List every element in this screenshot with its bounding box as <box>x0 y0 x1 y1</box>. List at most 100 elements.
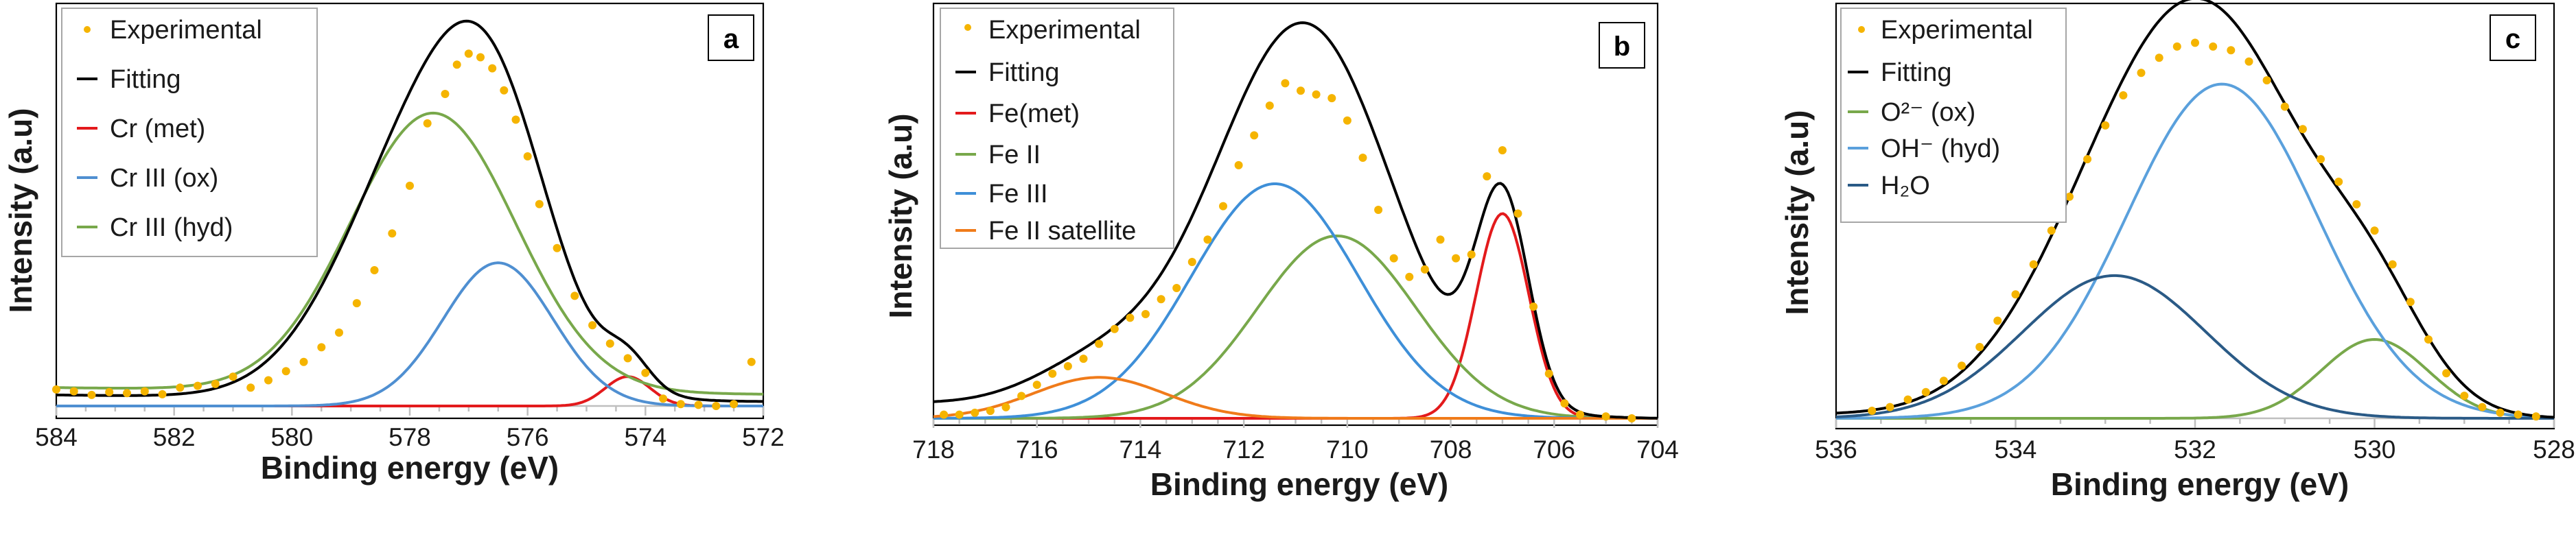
legend-label: Fe II satellite <box>988 217 1136 246</box>
x-tick-label: 584 <box>35 423 78 451</box>
panel-b-legend-box <box>940 8 1174 249</box>
component-curve <box>933 376 1658 420</box>
data-point <box>553 243 561 252</box>
x-tick-label: 574 <box>624 423 666 451</box>
data-point <box>2280 102 2289 111</box>
data-point <box>1560 399 1569 408</box>
data-point <box>2352 200 2361 208</box>
data-point <box>1343 116 1351 125</box>
data-point <box>1032 381 1041 390</box>
data-point <box>2514 410 2522 419</box>
panel-b-plot: 718 716 714 712 710 708 706 704 <box>912 21 1679 464</box>
data-point <box>1939 376 1948 385</box>
legend-marker-experimental <box>1858 26 1865 33</box>
panel-b-letter: b <box>1599 22 1645 69</box>
component-curve <box>1835 274 2554 420</box>
legend-label: Fe II <box>988 141 1041 169</box>
panel-b-letter-text: b <box>1614 32 1630 62</box>
data-point <box>1358 154 1367 162</box>
data-point <box>406 181 414 190</box>
panel-c-legend: Experimental Fitting O²⁻ (ox) OH⁻ (hyd) … <box>1840 8 2067 223</box>
x-tick-label: 576 <box>507 423 549 451</box>
data-point <box>2298 125 2307 134</box>
legend-label: Fe III <box>988 180 1048 208</box>
x-tick-label: 534 <box>1995 435 2037 464</box>
panel-c-letter: c <box>2490 14 2536 61</box>
legend-label: Fitting <box>110 65 181 94</box>
data-point <box>2119 91 2128 99</box>
data-point <box>1627 414 1636 422</box>
data-point <box>299 357 308 366</box>
data-point <box>229 372 237 381</box>
data-point <box>1327 94 1336 103</box>
data-point <box>2478 403 2487 411</box>
panel-b-letter-box <box>1599 22 1645 69</box>
data-point <box>1420 265 1429 274</box>
data-point <box>1297 86 1305 95</box>
data-point <box>971 408 979 417</box>
data-point <box>1374 206 1383 214</box>
data-point <box>476 53 485 62</box>
data-point <box>659 394 668 403</box>
legend-label: Experimental <box>1881 16 2033 45</box>
data-point <box>2101 121 2110 130</box>
data-point <box>2191 38 2199 47</box>
data-point <box>2244 57 2253 66</box>
data-point <box>105 387 114 396</box>
data-point <box>1095 339 1104 348</box>
data-point <box>1544 369 1553 378</box>
x-tick-label: 582 <box>153 423 196 451</box>
data-point <box>2209 42 2218 51</box>
data-point <box>69 387 78 396</box>
data-point <box>2406 298 2415 307</box>
data-point <box>588 321 597 330</box>
data-point <box>1281 79 1290 88</box>
data-point <box>1017 392 1026 400</box>
x-tick-label: 580 <box>270 423 313 451</box>
data-point <box>1529 302 1538 311</box>
x-tick-label: 704 <box>1636 435 1679 464</box>
legend-label: O²⁻ (ox) <box>1881 98 1975 127</box>
panel-b-ylabel: Intensity (a.u) <box>883 113 918 318</box>
data-point <box>1576 410 1584 419</box>
data-point <box>423 119 432 128</box>
data-point <box>605 339 614 348</box>
panel-a-legend: Experimental Fitting Cr (met) Cr III (ox… <box>61 8 318 257</box>
data-point <box>2370 226 2379 235</box>
data-point <box>511 115 520 124</box>
x-tick-label: 712 <box>1222 435 1265 464</box>
component-curve <box>1836 82 2555 420</box>
x-tick-label: 536 <box>1815 435 1857 464</box>
panel-a-plot: 584 582 580 578 576 574 572 <box>35 19 785 451</box>
panel-a-letter-text: a <box>723 24 739 54</box>
data-point <box>2011 290 2020 299</box>
legend-label: Cr (met) <box>110 115 205 143</box>
data-point <box>1436 235 1445 244</box>
data-point <box>2531 412 2540 421</box>
data-point <box>1172 284 1181 292</box>
legend-label: Cr III (ox) <box>110 164 218 193</box>
component-curve <box>56 111 763 396</box>
data-point <box>194 381 202 390</box>
data-point <box>2083 155 2092 164</box>
panel-b-legend: Experimental Fitting Fe(met) Fe II Fe II… <box>940 8 1174 249</box>
data-point <box>1958 361 1966 370</box>
data-point <box>986 407 995 416</box>
panel-a-frame <box>55 2 765 420</box>
data-point <box>441 90 450 98</box>
data-point <box>1250 131 1259 140</box>
data-point <box>281 367 290 376</box>
data-point <box>730 400 739 409</box>
component-curve <box>933 182 1658 420</box>
data-point <box>1219 202 1227 211</box>
x-tick-label: 716 <box>1016 435 1058 464</box>
data-point <box>2388 260 2397 269</box>
legend-label: H₂O <box>1881 171 1930 200</box>
panel-a-xlabel: Binding energy (eV) <box>261 450 559 486</box>
data-point <box>2334 178 2343 186</box>
data-point <box>370 266 379 274</box>
data-point <box>1157 295 1165 304</box>
data-point <box>747 357 756 366</box>
data-point <box>158 390 167 398</box>
x-tick-label: 528 <box>2533 435 2575 464</box>
